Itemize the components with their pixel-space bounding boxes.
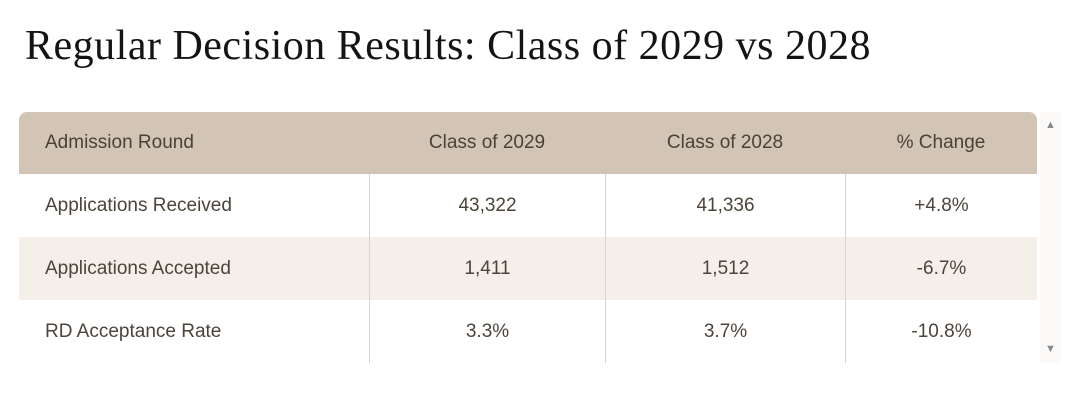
page-title: Regular Decision Results: Class of 2029 … xyxy=(25,23,871,69)
value-change: +4.8% xyxy=(845,174,1037,237)
row-label: Applications Received xyxy=(45,194,232,216)
value-2029: 1,411 xyxy=(369,237,605,300)
table-scrollbar[interactable]: ▲ ▼ xyxy=(1040,112,1061,363)
table-row-rd-acceptance-rate: RD Acceptance Rate 3.3% 3.7% -10.8% xyxy=(19,300,1037,363)
column-header-class-2028: Class of 2028 xyxy=(666,132,784,153)
column-header-admission-round: Admission Round xyxy=(45,132,194,153)
value-2029: 43,322 xyxy=(369,174,605,237)
scroll-up-icon[interactable]: ▲ xyxy=(1045,119,1056,131)
column-header-percent-change: % Change xyxy=(896,132,986,153)
table-row-applications-accepted: Applications Accepted 1,411 1,512 -6.7% xyxy=(19,237,1037,300)
scroll-down-icon[interactable]: ▼ xyxy=(1045,343,1056,355)
column-header-class-2029: Class of 2029 xyxy=(428,132,546,153)
value-2028: 3.7% xyxy=(605,300,845,363)
value-2028: 41,336 xyxy=(605,174,845,237)
value-2028: 1,512 xyxy=(605,237,845,300)
table-row-applications-received: Applications Received 43,322 41,336 +4.8… xyxy=(19,174,1037,237)
row-label: RD Acceptance Rate xyxy=(45,320,222,342)
results-table: Admission Round Class of 2029 Class of 2… xyxy=(19,112,1037,363)
value-change: -6.7% xyxy=(845,237,1037,300)
value-2029: 3.3% xyxy=(369,300,605,363)
value-change: -10.8% xyxy=(845,300,1037,363)
row-label: Applications Accepted xyxy=(45,257,231,279)
table-header-row: Admission Round Class of 2029 Class of 2… xyxy=(19,112,1037,174)
